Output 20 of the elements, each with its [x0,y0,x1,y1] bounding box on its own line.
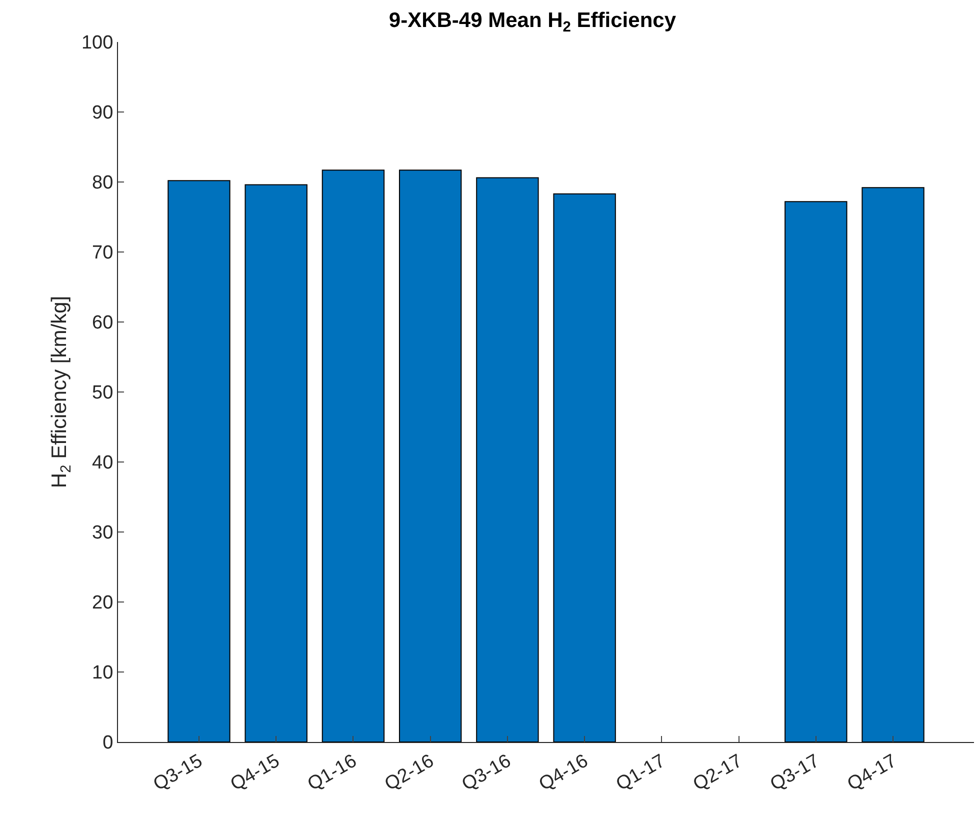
y-tick-label: 90 [92,102,114,124]
y-tick-label: 10 [92,662,114,684]
y-tick-label: 0 [102,732,114,754]
y-tick-label: 40 [92,452,114,474]
chart-title: 9-XKB-49 Mean H$_{2}$ Efficiency [388,8,676,36]
bar [784,201,848,742]
bar [398,170,462,742]
y-tick-label: 80 [92,172,114,194]
bar [553,193,616,742]
y-tick-label: 100 [81,32,114,54]
y-tick-label: 50 [92,382,114,404]
bar [244,184,308,742]
bar [476,177,539,742]
bar [862,187,924,742]
y-tick-label: 60 [92,312,114,334]
bar [168,180,230,742]
y-tick-label: 20 [92,592,114,614]
y-tick-label: 70 [92,242,114,264]
y-tick-label: 30 [92,522,114,544]
bar [322,170,385,742]
